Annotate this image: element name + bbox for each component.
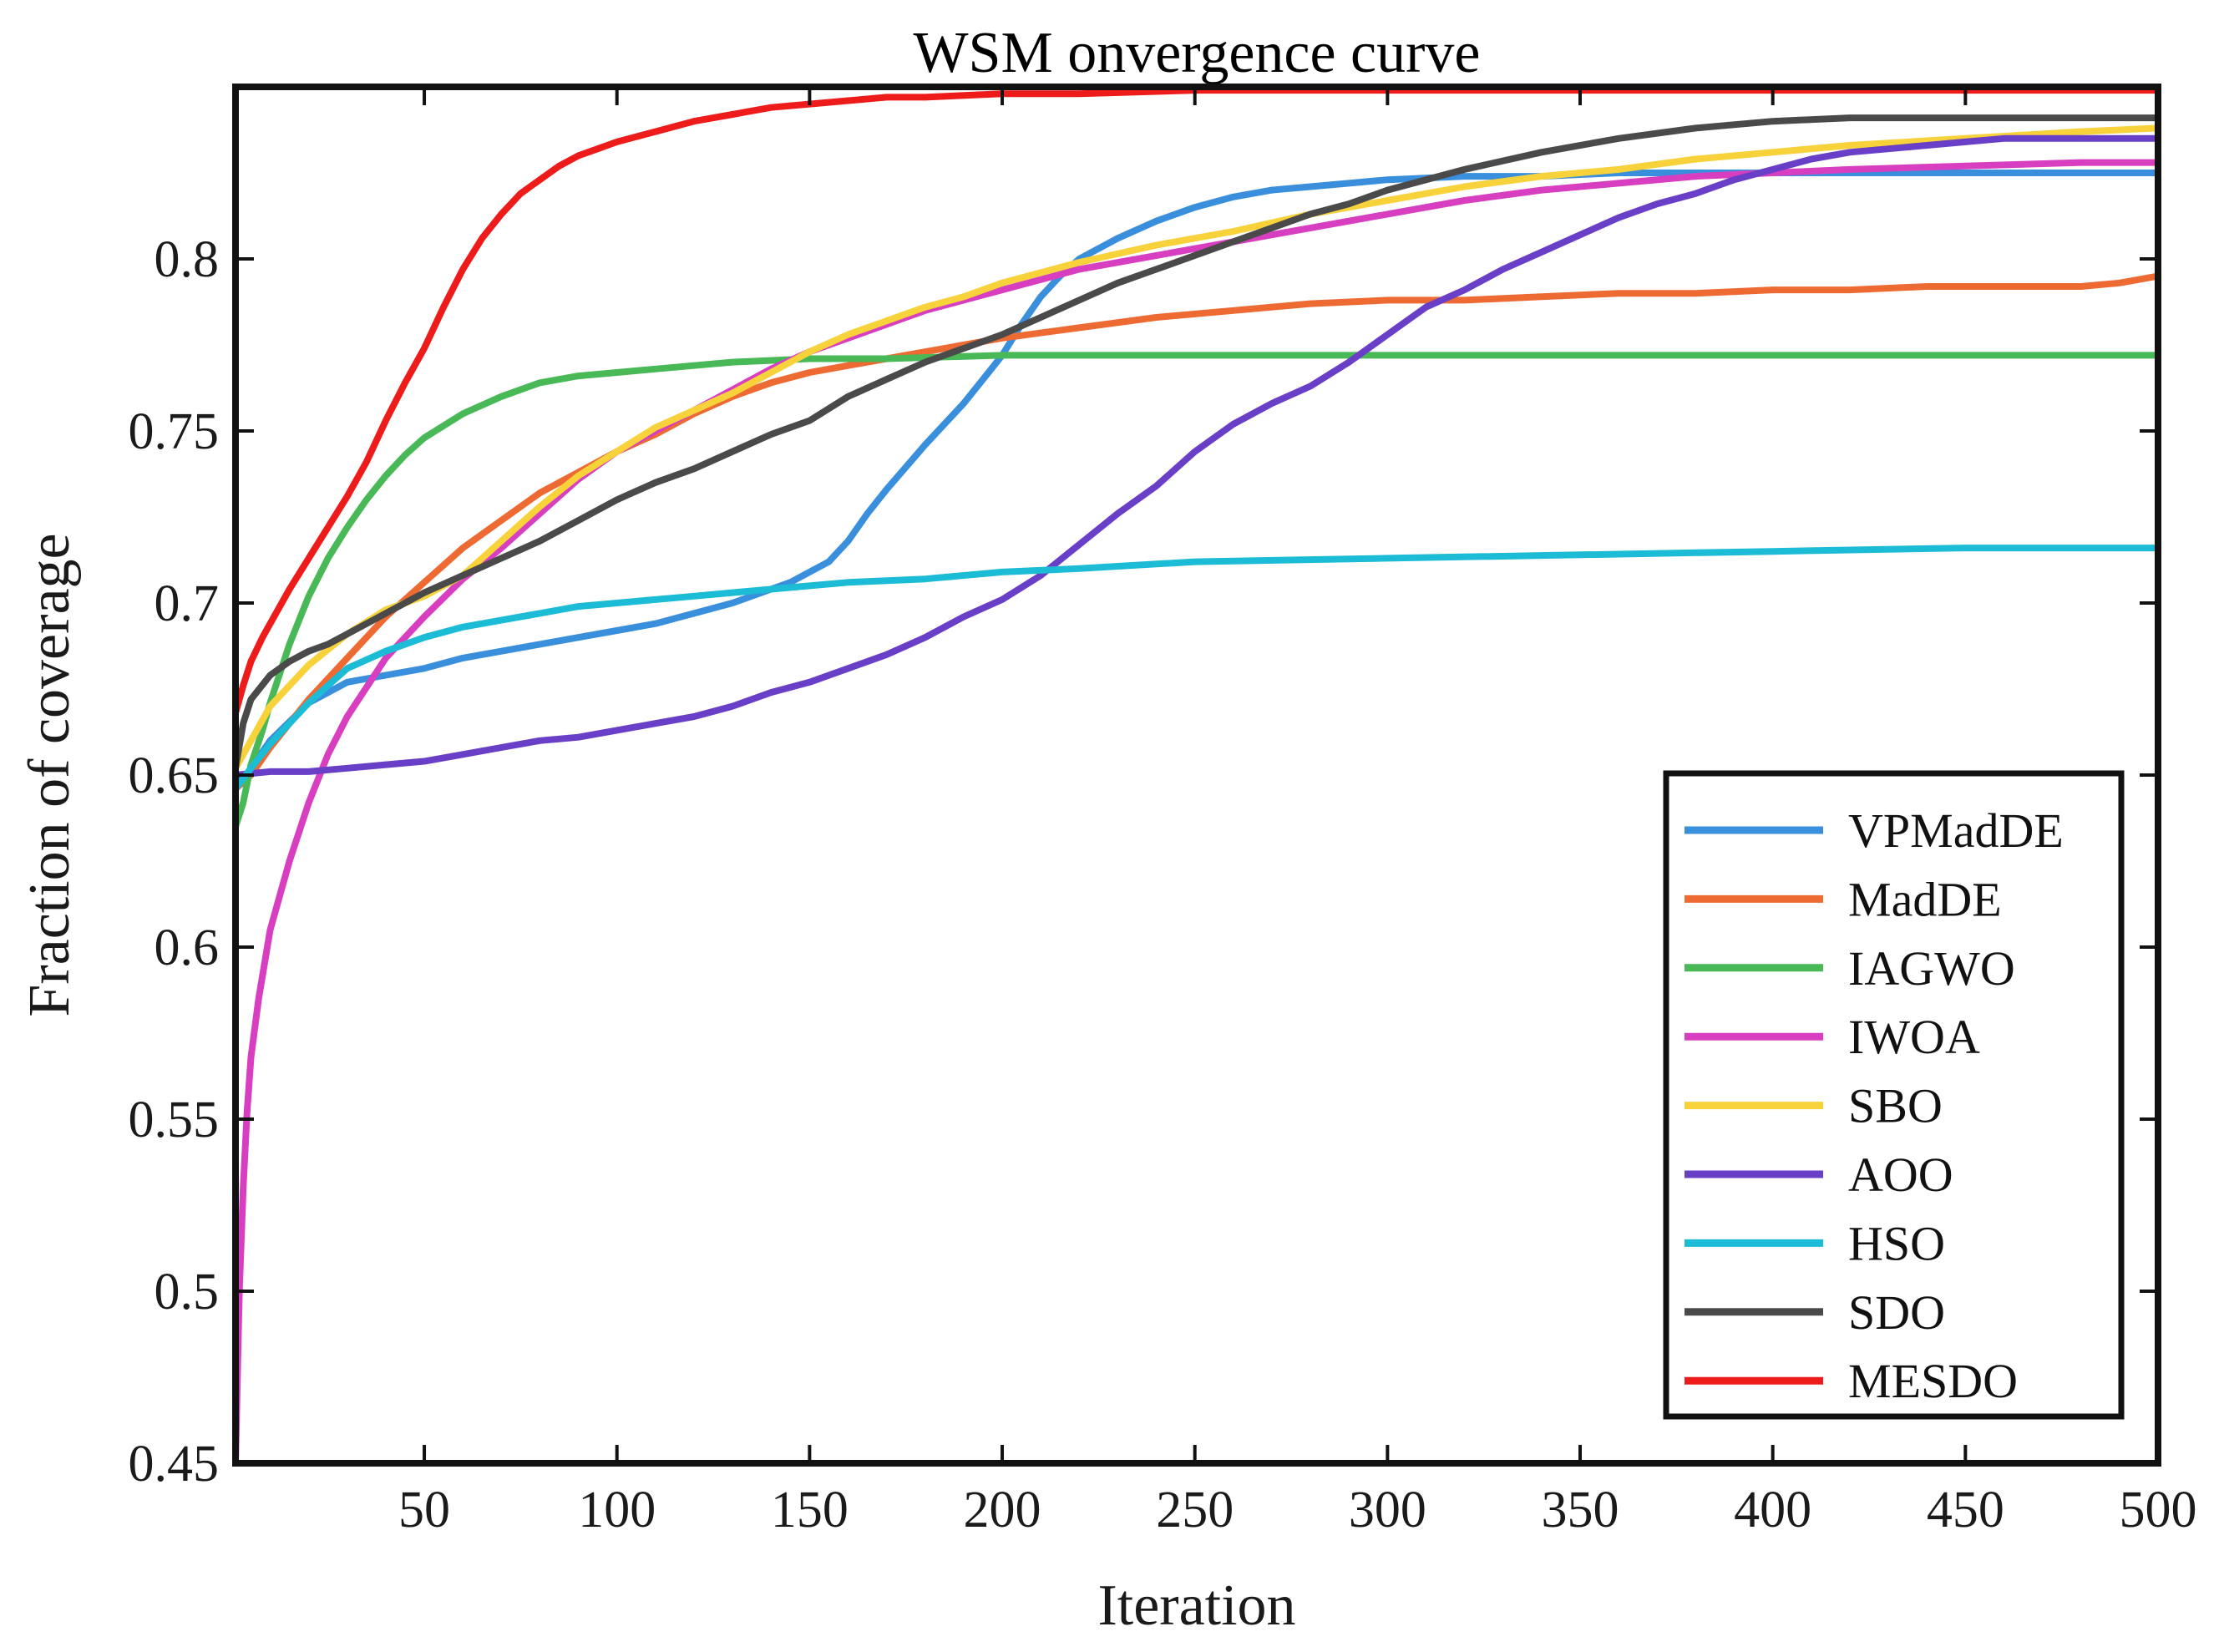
axis-ticks: 50 100 150 200 250 300 350 400 450 500 0.45 0.5 0.55…	[129, 87, 2197, 1538]
y-tick-label: 0.55	[129, 1092, 220, 1148]
y-tick-label: 0.7	[155, 575, 220, 632]
y-tick-label: 0.6	[155, 920, 220, 976]
x-tick-label: 50	[398, 1482, 450, 1538]
y-tick-label: 0.5	[155, 1264, 220, 1320]
y-tick-label: 0.45	[129, 1436, 220, 1492]
legend-label-sdo: SDO	[1848, 1285, 1945, 1340]
series-line-sdo	[236, 114, 2158, 772]
series-layer	[236, 87, 2158, 1463]
series-line-aoo	[236, 134, 2158, 778]
x-tick-label: 250	[1156, 1482, 1234, 1538]
legend-label-vpmadde: VPMadDE	[1848, 803, 2064, 858]
legend-label-sbo: SBO	[1848, 1079, 1943, 1133]
legend-label-mesdo: MESDO	[1848, 1354, 2018, 1408]
series-line-vpmadde	[236, 170, 2158, 793]
x-tick-label: 400	[1734, 1482, 1811, 1538]
series-line-hso	[236, 545, 2158, 793]
x-tick-label: 500	[2120, 1482, 2197, 1538]
x-axis-title: Iteration	[1097, 1573, 1295, 1638]
y-tick-label: 0.75	[129, 403, 220, 460]
series-line-mesdo	[236, 87, 2158, 717]
y-axis-title: Fraction of coverage	[18, 533, 82, 1016]
y-tick-label: 0.65	[129, 747, 220, 804]
chart-title: WSM onvergence curve	[913, 21, 1480, 85]
plot-frame	[232, 84, 2161, 1467]
legend: VPMadDE MadDE IAGWO IWOA SBO AOO HSO SDO MESDO	[1663, 770, 2125, 1420]
legend-label-hso: HSO	[1848, 1216, 1945, 1270]
x-tick-label: 450	[1927, 1482, 2004, 1538]
x-tick-label: 300	[1349, 1482, 1426, 1538]
legend-label-iwoa: IWOA	[1848, 1010, 1980, 1064]
legend-label-madde: MadDE	[1848, 872, 2002, 926]
legend-label-aoo: AOO	[1848, 1148, 1953, 1202]
x-tick-label: 100	[578, 1482, 656, 1538]
y-tick-label: 0.8	[155, 231, 220, 288]
x-tick-label: 200	[964, 1482, 1041, 1538]
x-tick-label: 350	[1542, 1482, 1619, 1538]
x-tick-label: 150	[771, 1482, 849, 1538]
legend-label-iagwo: IAGWO	[1848, 941, 2015, 996]
